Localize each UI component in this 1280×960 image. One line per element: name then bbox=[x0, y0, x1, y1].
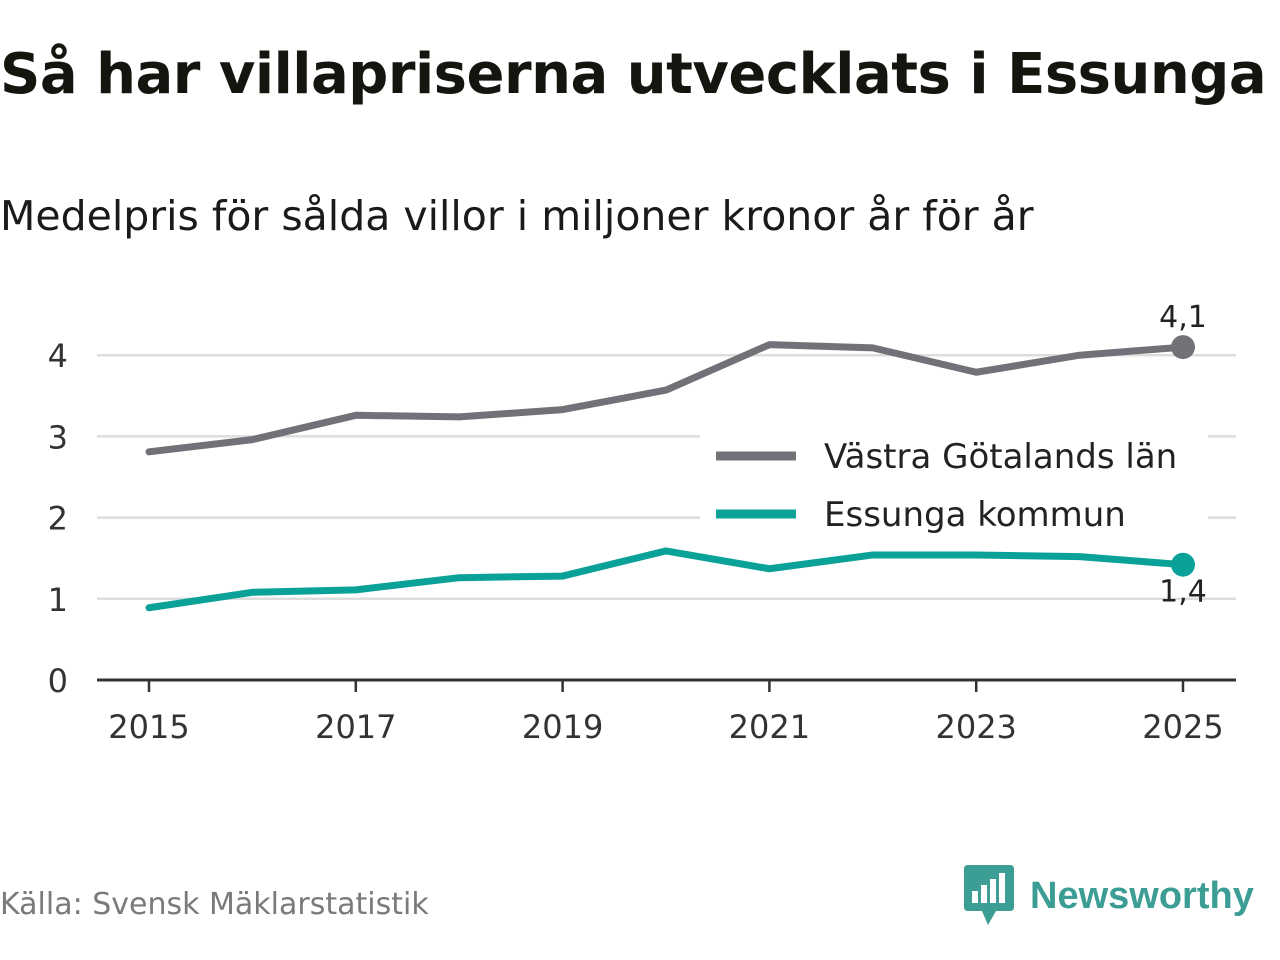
series-end-point-0 bbox=[1171, 335, 1195, 360]
x-tick-label: 2017 bbox=[315, 708, 396, 746]
series-end-point-1 bbox=[1171, 552, 1195, 577]
y-tick-label: 3 bbox=[48, 418, 68, 456]
y-tick-label: 1 bbox=[48, 581, 68, 619]
series-line-1 bbox=[145, 547, 1187, 612]
newsworthy-logo-icon bbox=[964, 865, 1014, 925]
y-tick-label: 2 bbox=[48, 500, 68, 538]
data-labels: 4,1 1,4 bbox=[1159, 300, 1207, 610]
brand-logo: Newsworthy bbox=[964, 864, 1254, 928]
legend: Västra Götalands län Essunga kommun bbox=[700, 428, 1208, 548]
data-label-end-1: 1,4 bbox=[1159, 575, 1207, 610]
x-tick-label: 2023 bbox=[935, 708, 1016, 746]
chart-title: Så har villapriserna utvecklats i Essung… bbox=[0, 42, 1267, 107]
line-chart: 0 1 2 3 4 2015 2017 2019 2021 2023 2025 Västra Gö… bbox=[48, 300, 1236, 746]
x-tick-label: 2019 bbox=[522, 708, 603, 746]
legend-label-1: Essunga kommun bbox=[824, 495, 1126, 535]
x-tick-label: 2025 bbox=[1142, 708, 1223, 746]
legend-background bbox=[700, 428, 1208, 548]
y-tick-label: 0 bbox=[48, 662, 68, 700]
legend-label-0: Västra Götalands län bbox=[824, 437, 1177, 477]
series-line-0 bbox=[145, 341, 1187, 456]
data-label-end-0: 4,1 bbox=[1159, 300, 1207, 335]
series-lines bbox=[145, 335, 1195, 612]
chart-subtitle: Medelpris för sålda villor i miljoner kr… bbox=[0, 192, 1034, 240]
brand-name: Newsworthy bbox=[1030, 874, 1254, 917]
y-tick-label: 4 bbox=[48, 337, 68, 375]
x-axis: 2015 2017 2019 2021 2023 2025 bbox=[97, 678, 1236, 746]
source-note: Källa: Svensk Mäklarstatistik bbox=[0, 887, 429, 922]
x-tick-label: 2015 bbox=[108, 708, 189, 746]
x-tick-label: 2021 bbox=[729, 708, 810, 746]
